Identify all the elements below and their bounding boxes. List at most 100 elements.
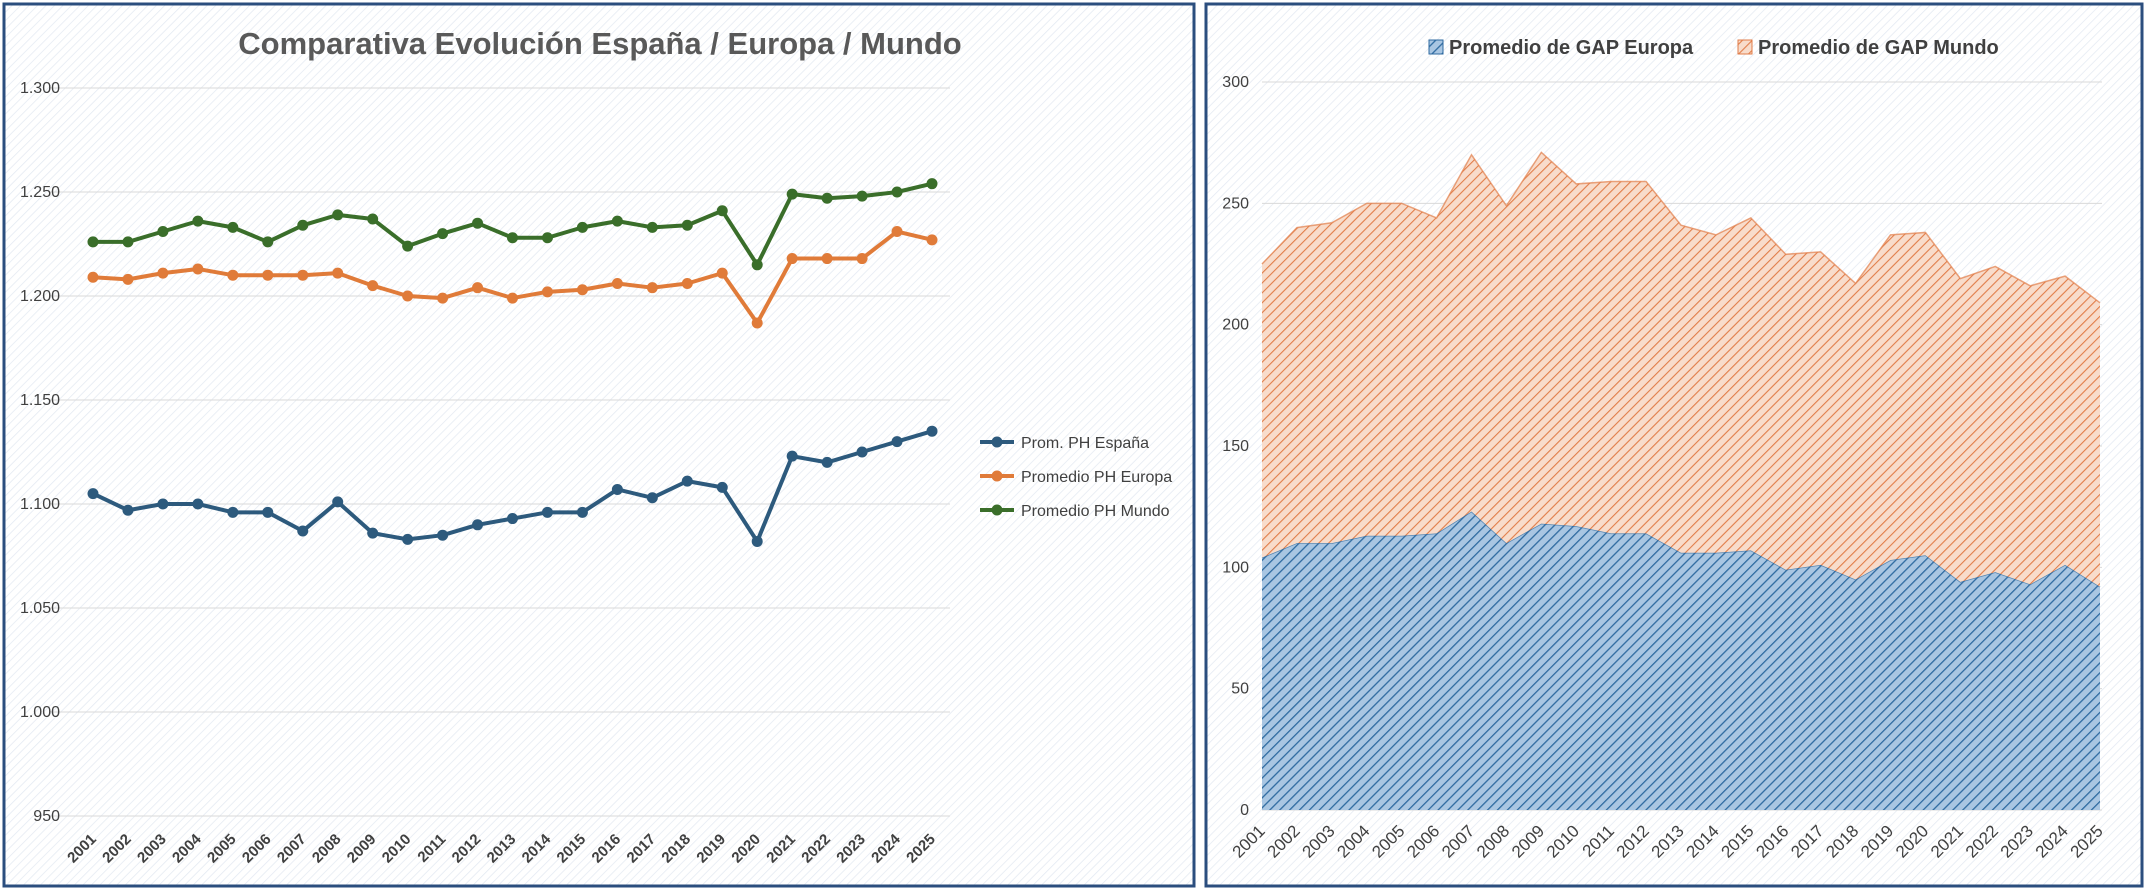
legend-swatch: [1737, 39, 1753, 55]
data-point: [646, 492, 658, 504]
data-point: [856, 253, 868, 265]
data-point: [297, 525, 309, 537]
data-point: [611, 278, 623, 290]
series-prom-ph-espana: [87, 425, 938, 547]
y-tick-label: 150: [1222, 438, 1249, 455]
legend-item-promedio-de-gap-europa: Promedio de GAP Europa: [1428, 37, 1694, 59]
data-point: [856, 190, 868, 202]
legend-swatch-marker: [991, 470, 1003, 482]
line-chart-series: [87, 178, 938, 547]
data-point: [541, 506, 553, 518]
y-tick-label: 1.050: [20, 600, 60, 617]
y-tick-label: 1.200: [20, 288, 60, 305]
line-chart-legend: Prom. PH España Promedio PH Europa Promedi…: [980, 435, 1172, 520]
data-point: [786, 253, 798, 265]
data-point: [262, 269, 274, 281]
data-point: [646, 282, 658, 294]
data-point: [262, 506, 274, 518]
area-chart-legend: Promedio de GAP Europa Promedio de GAP Mu…: [1428, 37, 1999, 59]
data-point: [926, 234, 938, 246]
data-point: [402, 533, 414, 545]
data-point: [716, 481, 728, 493]
legend-swatch-marker: [991, 504, 1003, 516]
data-point: [437, 292, 449, 304]
left-panel-frame: [2, 2, 1196, 888]
area-fill: [1262, 511, 2100, 810]
y-tick-label: 0: [1240, 802, 1249, 819]
data-point: [122, 236, 134, 248]
legend-item-promedio-ph-mundo: Promedio PH Mundo: [980, 503, 1170, 520]
data-point: [891, 186, 903, 198]
data-point: [297, 219, 309, 231]
y-tick-label: 1.150: [20, 392, 60, 409]
y-tick-label: 1.000: [20, 704, 60, 721]
data-point: [751, 259, 763, 271]
legend-item-promedio-de-gap-mundo: Promedio de GAP Mundo: [1737, 37, 1999, 59]
data-point: [716, 205, 728, 217]
y-tick-label: 200: [1222, 317, 1249, 334]
data-point: [367, 280, 379, 292]
data-point: [192, 498, 204, 510]
data-point: [891, 436, 903, 448]
area-fill: [1262, 152, 2100, 587]
data-point: [402, 240, 414, 252]
data-point: [507, 292, 518, 304]
series-promedio-de-gap-mundo: [1261, 151, 2101, 587]
data-point: [472, 282, 484, 294]
data-point: [926, 425, 938, 437]
data-point: [227, 221, 239, 233]
data-point: [926, 178, 938, 190]
legend-swatch-marker: [991, 436, 1003, 448]
y-tick-label: 50: [1231, 681, 1249, 698]
legend-swatch: [1428, 39, 1444, 55]
data-point: [681, 278, 693, 290]
data-point: [786, 450, 798, 462]
data-point: [821, 192, 833, 204]
data-point: [437, 228, 449, 240]
data-point: [576, 221, 588, 233]
data-point: [472, 519, 484, 531]
data-point: [87, 236, 99, 248]
data-point: [332, 267, 344, 279]
data-point: [507, 232, 518, 244]
data-point: [681, 475, 693, 487]
data-point: [297, 269, 309, 281]
legend-label: Prom. PH España: [1021, 435, 1149, 452]
data-point: [611, 215, 623, 227]
data-point: [122, 504, 134, 516]
data-point: [751, 535, 763, 547]
data-point: [541, 286, 553, 298]
line-chart-y-axis: 950 1.000 1.050 1.100 1.150 1.200 1.250 1.300: [20, 80, 60, 825]
data-point: [507, 513, 518, 525]
data-point: [332, 209, 344, 221]
legend-item-prom-ph-espana: Prom. PH España: [980, 435, 1149, 452]
legend-label: Promedio de GAP Europa: [1449, 37, 1694, 59]
data-point: [821, 253, 833, 265]
y-tick-label: 950: [33, 808, 60, 825]
data-point: [472, 217, 484, 229]
area-chart-y-axis: 0 50 100 150 200 250 300: [1222, 74, 1249, 819]
series-promedio-ph-europa: [87, 226, 938, 329]
data-point: [576, 506, 588, 518]
y-tick-label: 1.250: [20, 184, 60, 201]
y-tick-label: 1.300: [20, 80, 60, 97]
data-point: [157, 267, 169, 279]
data-point: [157, 226, 169, 238]
data-point: [87, 488, 99, 500]
data-point: [786, 188, 798, 200]
data-point: [437, 529, 449, 541]
data-point: [856, 446, 868, 458]
data-point: [192, 263, 204, 275]
line-chart-title: Comparativa Evolución España / Europa / …: [238, 26, 961, 61]
left-panel: Comparativa Evolución España / Europa / …: [2, 2, 1196, 888]
data-point: [751, 317, 763, 329]
data-point: [192, 215, 204, 227]
data-point: [611, 483, 623, 495]
legend-label: Promedio PH Europa: [1021, 469, 1172, 486]
data-point: [227, 506, 239, 518]
legend-item-promedio-ph-europa: Promedio PH Europa: [980, 469, 1172, 486]
data-point: [891, 226, 903, 238]
data-point: [227, 269, 239, 281]
area-chart-series: [1261, 151, 2101, 810]
